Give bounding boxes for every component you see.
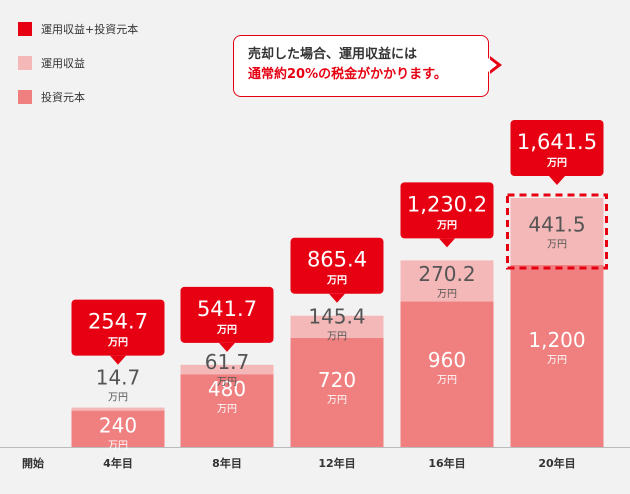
returns-value-label: 145.4 — [308, 305, 365, 329]
total-value-label: 541.7 — [197, 297, 257, 321]
x-tick-label: 開始 — [22, 456, 44, 470]
principal-value-label: 480 — [208, 377, 246, 401]
bar-returns — [71, 407, 165, 411]
x-tick-label: 20年目 — [538, 456, 575, 470]
principal-value-label: 240 — [99, 414, 137, 438]
total-box-pointer — [219, 342, 235, 352]
total-unit-label: 万円 — [436, 219, 457, 231]
returns-unit-label: 万円 — [437, 289, 457, 300]
total-unit-label: 万円 — [546, 157, 567, 169]
total-box — [180, 286, 274, 343]
principal-value-label: 720 — [318, 368, 356, 392]
x-tick-label: 8年目 — [212, 456, 242, 470]
legend-swatch-returns — [18, 55, 32, 70]
principal-unit-label: 万円 — [327, 395, 347, 406]
x-tick-label: 4年目 — [103, 456, 133, 470]
bar-principal — [400, 301, 494, 447]
highlight-dashed-box — [506, 193, 608, 270]
bar-returns — [290, 315, 384, 338]
callout-tail-inner — [488, 58, 497, 72]
legend-label-total: 運用収益+投資元本 — [41, 22, 139, 36]
principal-value-label: 1,200 — [528, 328, 585, 352]
principal-unit-label: 万円 — [547, 355, 567, 366]
returns-unit-label: 万円 — [547, 239, 567, 250]
total-unit-label: 万円 — [107, 337, 128, 349]
bar-returns — [510, 198, 604, 265]
legend-swatch-principal — [18, 89, 32, 104]
x-tick-label: 16年目 — [428, 456, 465, 470]
returns-unit-label: 万円 — [327, 332, 347, 343]
total-value-label: 254.7 — [88, 310, 148, 334]
total-box-pointer — [439, 238, 455, 248]
legend-label-returns: 運用収益 — [41, 56, 85, 70]
returns-unit-label: 万円 — [108, 393, 128, 404]
total-box-pointer — [110, 355, 126, 365]
principal-unit-label: 万円 — [437, 375, 457, 386]
x-tick-label: 12年目 — [318, 456, 355, 470]
total-box — [400, 182, 494, 239]
legend-swatch-total — [18, 21, 32, 36]
legend: 運用収益+投資元本 運用収益 投資元本 — [18, 20, 138, 122]
total-unit-label: 万円 — [326, 275, 347, 287]
legend-item-total: 運用収益+投資元本 — [18, 20, 138, 37]
total-unit-label: 万円 — [216, 324, 237, 336]
tax-note-callout: 売却した場合、運用収益には 通常約20%の税金がかかります。 — [233, 35, 489, 97]
total-value-label: 1,230.2 — [407, 192, 487, 216]
legend-item-principal: 投資元本 — [18, 88, 138, 105]
bar-returns — [400, 260, 494, 302]
total-value-label: 1,641.5 — [517, 130, 597, 154]
principal-unit-label: 万円 — [217, 404, 237, 415]
bar-principal — [180, 374, 274, 447]
legend-item-returns: 運用収益 — [18, 54, 138, 71]
tax-note-line1: 売却した場合、運用収益には — [248, 47, 418, 62]
total-box — [290, 237, 384, 294]
returns-unit-label: 万円 — [217, 377, 237, 388]
total-box-pointer — [549, 176, 565, 185]
bar-principal — [290, 337, 384, 447]
total-value-label: 865.4 — [307, 248, 367, 272]
returns-value-label: 61.7 — [205, 350, 250, 374]
total-box — [510, 120, 604, 176]
principal-unit-label: 万円 — [108, 441, 128, 452]
tax-note-line2: 通常約20%の税金がかかります。 — [248, 67, 447, 82]
bar-returns — [180, 364, 274, 375]
total-box — [71, 299, 165, 356]
bar-principal — [510, 264, 604, 447]
returns-value-label: 270.2 — [418, 262, 475, 286]
returns-value-label: 14.7 — [96, 366, 141, 390]
returns-value-label: 441.5 — [528, 212, 585, 236]
bar-principal — [71, 410, 165, 447]
principal-value-label: 960 — [428, 348, 466, 372]
legend-label-principal: 投資元本 — [41, 90, 85, 104]
total-box-pointer — [329, 293, 345, 303]
